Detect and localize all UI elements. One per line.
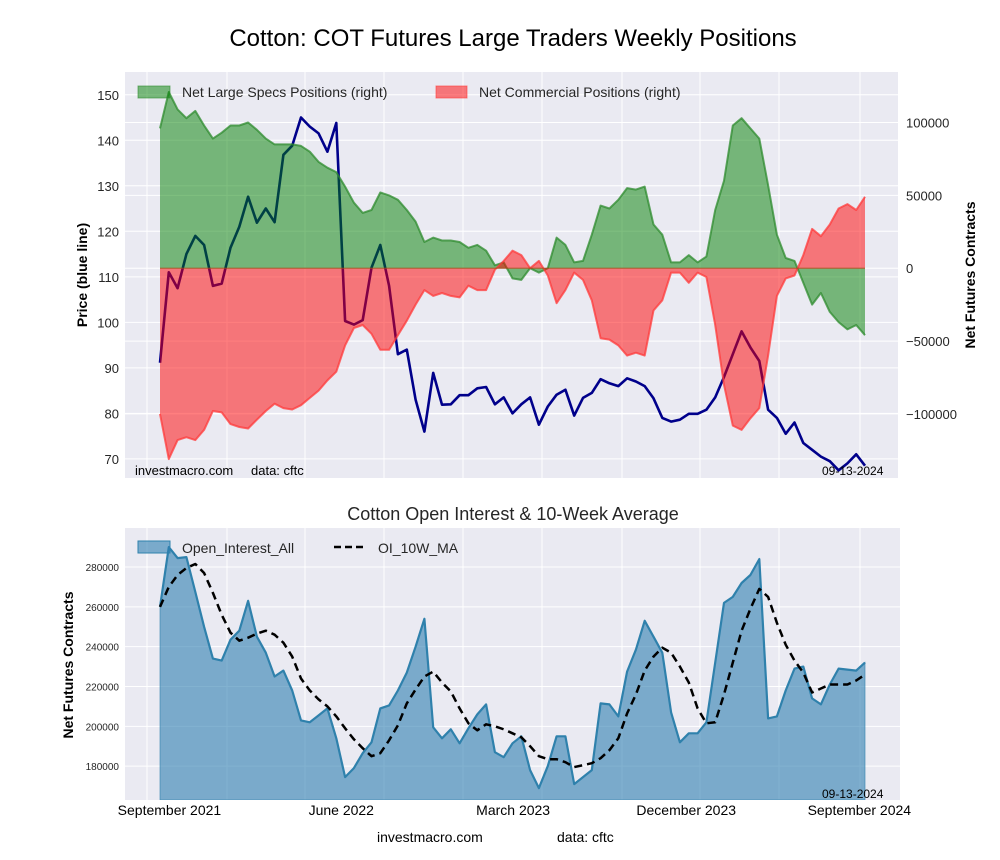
legend-swatch-specs	[137, 85, 171, 99]
net-contracts-axis-label: Net Futures Contracts	[962, 201, 978, 348]
price-tick-label: 90	[105, 361, 119, 376]
open-interest-tick-label: 280000	[86, 563, 120, 574]
open-interest-tick-label: 220000	[86, 683, 120, 694]
net-large-specs-line	[159, 91, 866, 336]
positions-legend: Net Large Specs Positions (right) Net Co…	[137, 84, 681, 100]
net-contracts-tick-label: −50000	[906, 334, 950, 349]
date-axis-ticks: September 2021 June 2022 March 2023 Decembe…	[118, 802, 912, 818]
open-interest-series	[158, 545, 866, 800]
date-tick-label: March 2023	[476, 802, 550, 818]
footer-data-credit: data: cftc	[557, 829, 614, 845]
moving-average-line	[158, 562, 866, 769]
net-commercial-area	[160, 196, 865, 460]
net-large-specs-area	[160, 92, 865, 336]
date-tick-label: December 2023	[636, 802, 736, 818]
source-note: investmacro.com	[135, 463, 233, 478]
legend-label-open-interest: Open_Interest_All	[182, 540, 294, 556]
legend-label-commercial: Net Commercial Positions (right)	[479, 84, 681, 100]
net-contracts-tick-label: 100000	[906, 116, 949, 131]
positions-panel: 70 80 90 100 110 120 130 140 150 −100000 −50000 0 5…	[74, 72, 978, 478]
price-tick-label: 110	[98, 270, 119, 285]
open-interest-tick-label: 200000	[86, 722, 120, 733]
report-date-bottom: 09-13-2024	[822, 787, 884, 801]
price-tick-label: 130	[97, 179, 119, 194]
legend-swatch-commercial	[435, 85, 468, 99]
open-interest-panel: 180000 200000 220000 240000 260000 280000 Sep…	[60, 528, 911, 818]
legend-label-moving-average: OI_10W_MA	[378, 540, 459, 556]
price-tick-label: 120	[97, 224, 119, 239]
open-interest-axis-label: Net Futures Contracts	[60, 591, 76, 738]
date-tick-label: September 2024	[808, 802, 912, 818]
price-tick-label: 80	[105, 406, 119, 421]
price-axis-label: Price (blue line)	[74, 223, 90, 327]
price-tick-label: 70	[105, 452, 119, 467]
chart-title: Cotton: COT Futures Large Traders Weekly…	[229, 25, 796, 52]
price-axis-ticks: 70 80 90 100 110 120 130 140 150	[97, 88, 119, 467]
open-interest-title: Cotton Open Interest & 10-Week Average	[347, 504, 679, 524]
legend-swatch-open-interest	[137, 540, 171, 554]
open-interest-legend: Open_Interest_All OI_10W_MA	[137, 540, 459, 556]
price-tick-label: 100	[97, 315, 119, 330]
net-contracts-tick-label: −100000	[906, 407, 957, 422]
open-interest-line	[158, 545, 866, 790]
report-date-top: 09-13-2024	[822, 464, 884, 478]
date-tick-label: September 2021	[118, 802, 222, 818]
legend-label-specs: Net Large Specs Positions (right)	[182, 84, 387, 100]
open-interest-tick-label: 260000	[86, 603, 120, 614]
net-contracts-axis-ticks: −100000 −50000 0 50000 100000	[906, 116, 957, 422]
price-tick-label: 140	[97, 133, 119, 148]
net-contracts-tick-label: 0	[906, 261, 913, 276]
date-tick-label: June 2022	[309, 802, 375, 818]
footer-source: investmacro.com	[377, 829, 483, 845]
data-credit-note: data: cftc	[251, 463, 304, 478]
open-interest-tick-label: 240000	[86, 643, 120, 654]
positions-series	[159, 91, 866, 461]
net-contracts-tick-label: 50000	[906, 188, 942, 203]
price-tick-label: 150	[97, 88, 119, 103]
net-commercial-line	[159, 196, 866, 461]
open-interest-tick-label: 180000	[86, 762, 120, 773]
open-interest-axis-ticks: 180000 200000 220000 240000 260000 280000	[86, 563, 120, 773]
